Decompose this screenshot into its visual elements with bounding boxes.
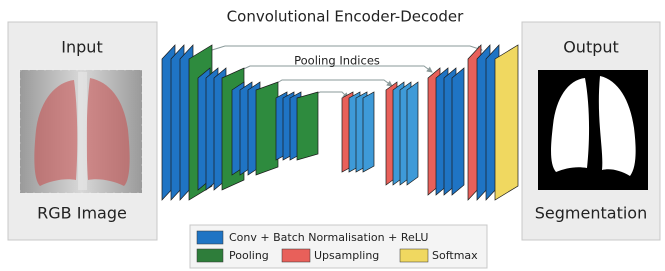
legend-swatch [400, 249, 428, 262]
input-image [20, 70, 142, 193]
input-caption: RGB Image [37, 204, 127, 223]
network-blocks [162, 45, 518, 200]
legend-swatch [197, 249, 223, 262]
legend-label: Softmax [432, 249, 478, 262]
layer-slab [407, 82, 418, 185]
output-title: Output [563, 38, 619, 57]
layer-slab [452, 68, 464, 195]
layer-slab [495, 45, 518, 200]
layer-slab [256, 82, 278, 175]
output-image [538, 70, 648, 190]
pooling-indices-label: Pooling Indices [294, 54, 380, 68]
legend-swatch [282, 249, 310, 262]
title: Convolutional Encoder-Decoder [227, 8, 464, 26]
diagram: Convolutional Encoder-Decoder Input RGB … [0, 0, 665, 271]
legend-label: Pooling [229, 249, 269, 262]
output-caption: Segmentation [535, 204, 647, 223]
input-title: Input [61, 38, 102, 57]
legend-label: Upsampling [314, 249, 379, 262]
legend-swatch [197, 231, 223, 244]
legend-label: Conv + Batch Normalisation + ReLU [229, 231, 428, 244]
layer-slab [297, 92, 318, 160]
layer-slab [363, 92, 374, 172]
